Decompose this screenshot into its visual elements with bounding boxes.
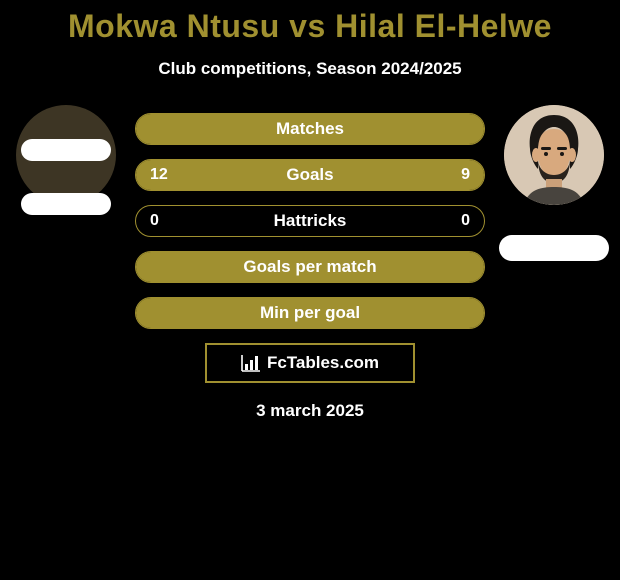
date-text: 3 march 2025: [0, 401, 620, 421]
stat-bar: Min per goal: [135, 297, 485, 329]
bar-chart-icon: [241, 354, 261, 372]
person-icon: [504, 105, 604, 205]
player-name-pill: [499, 235, 609, 261]
vs-separator: vs: [289, 8, 326, 44]
stat-bar: Goals12 9: [135, 159, 485, 191]
player1-name: Mokwa Ntusu: [68, 8, 280, 44]
stat-bar: Goals per match: [135, 251, 485, 283]
bar-label: Goals per match: [136, 252, 484, 282]
comparison-block: Matches Goals12 9 Hattricks0 0 Goals per matc…: [0, 113, 620, 329]
bar-label: Matches: [136, 114, 484, 144]
page-title: Mokwa Ntusu vs Hilal El-Helwe: [0, 0, 620, 45]
bar-label: Hattricks: [136, 206, 484, 236]
stat-bar: Matches: [135, 113, 485, 145]
bar-label: Min per goal: [136, 298, 484, 328]
stat-bars: Matches Goals12 9 Hattricks0 0 Goals per matc…: [135, 113, 485, 329]
bar-value-left: 12: [150, 160, 168, 190]
stat-bar: Hattricks0 0: [135, 205, 485, 237]
player-right-column: [494, 105, 614, 261]
bar-value-right: 9: [461, 160, 470, 190]
player-left-column: [6, 105, 126, 215]
watermark-text: FcTables.com: [267, 353, 379, 373]
watermark[interactable]: FcTables.com: [205, 343, 415, 383]
subtitle: Club competitions, Season 2024/2025: [0, 59, 620, 79]
player-flag-pill: [21, 193, 111, 215]
player2-name: Hilal El-Helwe: [335, 8, 552, 44]
avatar: [504, 105, 604, 205]
player-name-pill: [21, 139, 111, 161]
bar-value-right: 0: [461, 206, 470, 236]
bar-label: Goals: [136, 160, 484, 190]
bar-value-left: 0: [150, 206, 159, 236]
